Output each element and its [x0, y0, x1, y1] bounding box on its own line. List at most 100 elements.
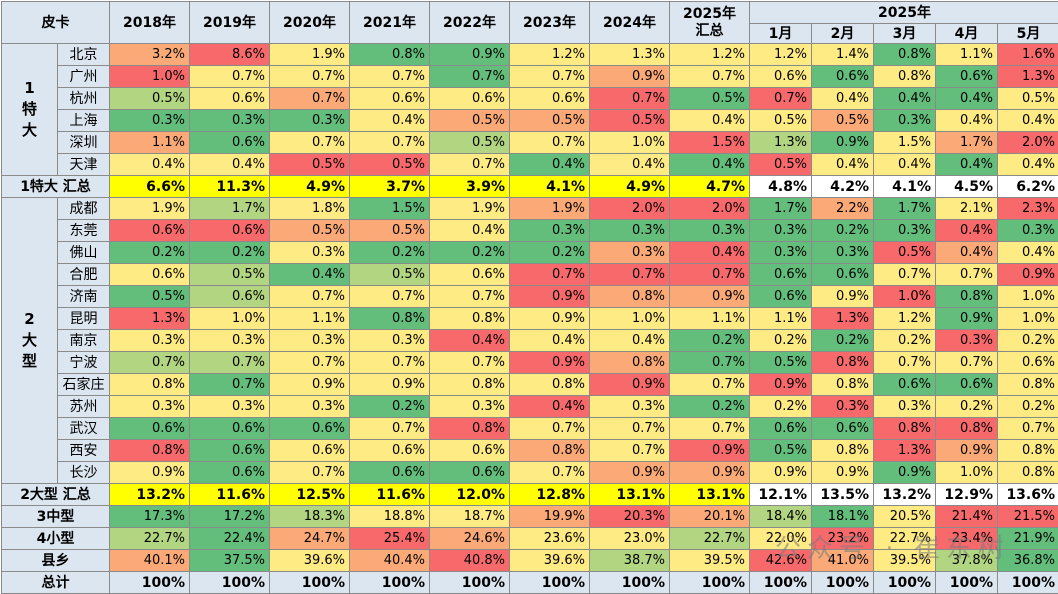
- value-cell: 1.3%: [590, 44, 670, 66]
- month-header: 3月: [874, 24, 936, 44]
- value-cell: 1.7%: [936, 132, 998, 154]
- value-cell: 0.3%: [270, 396, 350, 418]
- value-cell: 1.5%: [874, 132, 936, 154]
- value-cell: 0.7%: [750, 88, 812, 110]
- value-cell: 0.7%: [350, 66, 430, 88]
- value-cell: 0.7%: [190, 352, 270, 374]
- value-cell: 0.7%: [936, 264, 998, 286]
- value-cell: 1.0%: [874, 286, 936, 308]
- value-cell: 0.8%: [812, 440, 874, 462]
- value-cell: 0.5%: [110, 286, 190, 308]
- value-cell: 24.6%: [430, 528, 510, 550]
- value-cell: 0.9%: [430, 44, 510, 66]
- value-cell: 0.9%: [590, 462, 670, 484]
- value-cell: 1.0%: [110, 66, 190, 88]
- value-cell: 0.7%: [510, 264, 590, 286]
- value-cell: 2.0%: [670, 198, 750, 220]
- value-cell: 0.4%: [430, 220, 510, 242]
- value-cell: 0.4%: [812, 154, 874, 176]
- value-cell: 0.4%: [590, 154, 670, 176]
- value-cell: 0.6%: [350, 462, 430, 484]
- value-cell: 0.3%: [874, 396, 936, 418]
- value-cell: 20.3%: [590, 506, 670, 528]
- year-header: 2024年: [590, 2, 670, 44]
- value-cell: 0.6%: [430, 88, 510, 110]
- value-cell: 0.6%: [750, 66, 812, 88]
- summary-label: 1特大 汇总: [2, 176, 110, 198]
- value-cell: 1.0%: [998, 286, 1058, 308]
- value-cell: 0.6%: [190, 132, 270, 154]
- value-cell: 0.7%: [350, 352, 430, 374]
- summary-value: 4.9%: [590, 176, 670, 198]
- value-cell: 0.9%: [670, 286, 750, 308]
- total-value: 100%: [874, 572, 936, 594]
- year-header: 2018年: [110, 2, 190, 44]
- value-cell: 0.4%: [590, 330, 670, 352]
- value-cell: 0.5%: [350, 154, 430, 176]
- value-cell: 0.8%: [350, 308, 430, 330]
- summary-value: 12.8%: [510, 484, 590, 506]
- value-cell: 38.7%: [590, 550, 670, 572]
- value-cell: 0.8%: [812, 352, 874, 374]
- city-name: 深圳: [58, 132, 110, 154]
- value-cell: 0.2%: [750, 330, 812, 352]
- value-cell: 1.1%: [750, 308, 812, 330]
- tier-label: 3中型: [2, 506, 110, 528]
- value-cell: 3.2%: [110, 44, 190, 66]
- group-2025-header: 2025年: [750, 2, 1058, 24]
- value-cell: 1.9%: [510, 198, 590, 220]
- value-cell: 0.9%: [270, 374, 350, 396]
- value-cell: 0.6%: [998, 352, 1058, 374]
- value-cell: 18.3%: [270, 506, 350, 528]
- value-cell: 8.6%: [190, 44, 270, 66]
- value-cell: 0.7%: [110, 352, 190, 374]
- value-cell: 1.2%: [510, 44, 590, 66]
- value-cell: 0.2%: [670, 330, 750, 352]
- value-cell: 0.7%: [270, 462, 350, 484]
- value-cell: 0.2%: [430, 242, 510, 264]
- value-cell: 0.7%: [270, 352, 350, 374]
- value-cell: 0.3%: [750, 220, 812, 242]
- value-cell: 23.2%: [812, 528, 874, 550]
- value-cell: 0.7%: [874, 352, 936, 374]
- value-cell: 1.7%: [750, 198, 812, 220]
- value-cell: 0.9%: [750, 374, 812, 396]
- value-cell: 0.9%: [998, 264, 1058, 286]
- tier-label: 县乡: [2, 550, 110, 572]
- value-cell: 1.7%: [190, 198, 270, 220]
- value-cell: 1.2%: [750, 44, 812, 66]
- value-cell: 0.5%: [874, 242, 936, 264]
- value-cell: 0.9%: [670, 440, 750, 462]
- city-name: 长沙: [58, 462, 110, 484]
- total-value: 100%: [590, 572, 670, 594]
- summary-value: 3.7%: [350, 176, 430, 198]
- value-cell: 0.5%: [998, 88, 1058, 110]
- value-cell: 0.8%: [998, 374, 1058, 396]
- value-cell: 0.2%: [350, 396, 430, 418]
- year-header: 2023年: [510, 2, 590, 44]
- value-cell: 1.3%: [110, 308, 190, 330]
- value-cell: 22.7%: [874, 528, 936, 550]
- value-cell: 0.8%: [350, 44, 430, 66]
- summary-value: 4.9%: [270, 176, 350, 198]
- value-cell: 18.8%: [350, 506, 430, 528]
- value-cell: 23.4%: [936, 528, 998, 550]
- value-cell: 0.3%: [998, 220, 1058, 242]
- value-cell: 0.6%: [190, 440, 270, 462]
- value-cell: 0.8%: [430, 374, 510, 396]
- value-cell: 0.7%: [874, 264, 936, 286]
- value-cell: 0.9%: [936, 308, 998, 330]
- value-cell: 1.9%: [270, 44, 350, 66]
- total-value: 100%: [998, 572, 1058, 594]
- value-cell: 0.3%: [110, 110, 190, 132]
- total-value: 100%: [430, 572, 510, 594]
- value-cell: 0.3%: [590, 242, 670, 264]
- value-cell: 0.2%: [812, 220, 874, 242]
- city-name: 成都: [58, 198, 110, 220]
- value-cell: 0.2%: [190, 242, 270, 264]
- value-cell: 0.3%: [110, 396, 190, 418]
